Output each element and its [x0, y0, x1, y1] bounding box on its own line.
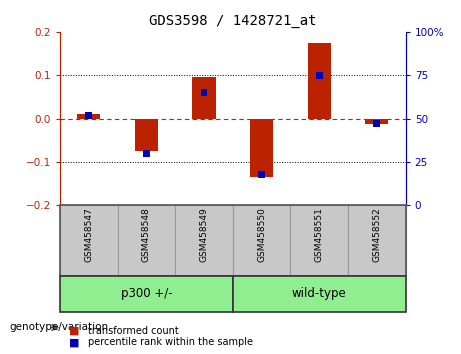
Bar: [60, 276, 233, 312]
Bar: [143, 150, 150, 157]
Title: GDS3598 / 1428721_at: GDS3598 / 1428721_at: [149, 14, 317, 28]
Bar: [233, 205, 290, 276]
Text: GSM458552: GSM458552: [372, 207, 381, 262]
Text: GSM458551: GSM458551: [315, 207, 324, 262]
Bar: [193, 78, 216, 119]
Bar: [348, 205, 406, 276]
Text: p300 +/-: p300 +/-: [121, 287, 172, 300]
Text: GSM458547: GSM458547: [84, 207, 93, 262]
Bar: [135, 119, 158, 151]
Bar: [233, 276, 406, 312]
Bar: [175, 205, 233, 276]
Text: genotype/variation: genotype/variation: [9, 322, 108, 332]
Bar: [308, 43, 331, 119]
Text: GSM458549: GSM458549: [200, 207, 208, 262]
Text: ■: ■: [69, 326, 80, 336]
Bar: [118, 205, 175, 276]
Text: transformed count: transformed count: [88, 326, 178, 336]
Text: ■: ■: [69, 337, 80, 347]
Bar: [365, 119, 388, 124]
Bar: [201, 89, 207, 96]
Bar: [316, 72, 323, 79]
Bar: [373, 120, 380, 127]
Text: GSM458548: GSM458548: [142, 207, 151, 262]
Bar: [250, 119, 273, 177]
Bar: [290, 205, 348, 276]
Bar: [85, 112, 92, 119]
Bar: [77, 114, 100, 119]
Text: percentile rank within the sample: percentile rank within the sample: [88, 337, 253, 347]
Text: wild-type: wild-type: [292, 287, 347, 300]
Bar: [258, 171, 265, 178]
Text: GSM458550: GSM458550: [257, 207, 266, 262]
Bar: [60, 205, 118, 276]
